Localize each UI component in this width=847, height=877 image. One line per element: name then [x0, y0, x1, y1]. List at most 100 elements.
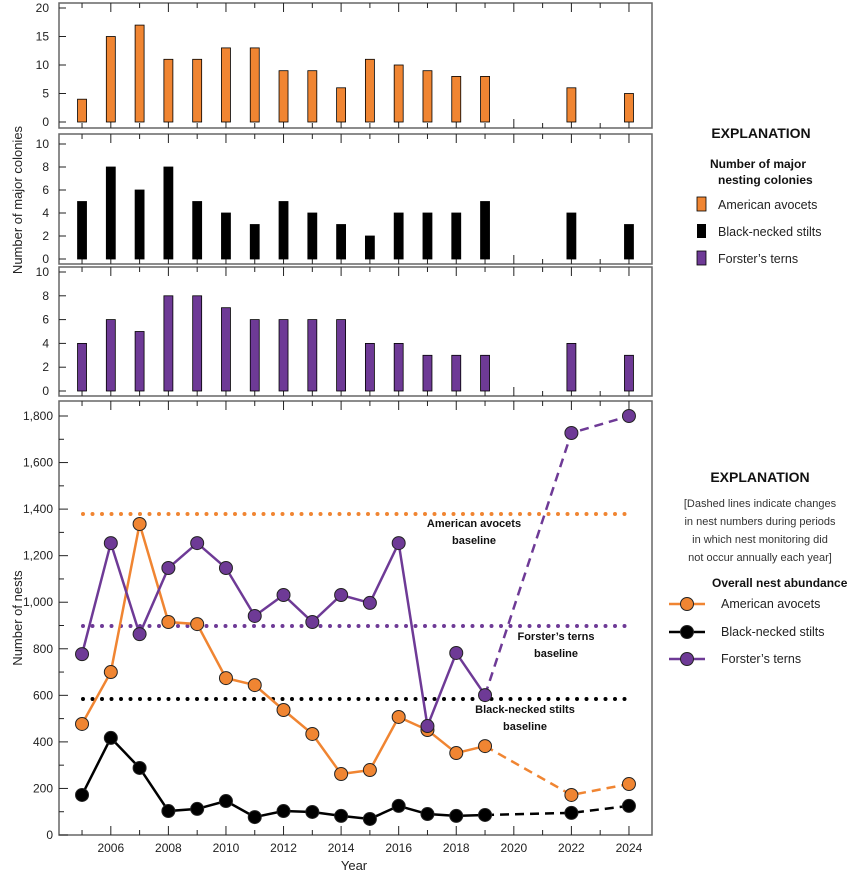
data-point-2011 [247, 810, 262, 825]
data-point-2007 [132, 627, 147, 642]
bar-2022 [566, 342, 577, 392]
legend-note: not occur annually each year] [688, 552, 832, 564]
series-dashed-line-0 [484, 744, 630, 797]
data-point-2007 [132, 517, 147, 532]
data-point-2018 [449, 808, 464, 823]
data-point-2017 [420, 807, 435, 822]
panel-frame [58, 400, 653, 836]
x-tick-label: 2016 [385, 841, 412, 855]
bar-2015 [364, 58, 375, 123]
y-tick-label: 800 [33, 642, 53, 656]
y-tick-label: 1,000 [23, 595, 53, 609]
bar-2017 [422, 212, 433, 260]
bar-2006 [105, 166, 116, 260]
bar-2013 [307, 70, 318, 123]
y-tick-label: 0 [42, 384, 49, 398]
bar-2014 [336, 319, 347, 392]
data-point-2015 [362, 595, 377, 610]
data-point-2014 [334, 767, 349, 782]
data-point-2013 [305, 726, 320, 741]
bar-2011 [249, 319, 260, 392]
bar-2024 [624, 354, 634, 392]
data-point-2019 [478, 688, 493, 703]
data-point-2014 [334, 808, 349, 823]
bar-2009 [192, 295, 203, 392]
data-point-2009 [190, 617, 205, 632]
data-point-2022 [564, 805, 579, 820]
data-point-2007 [132, 760, 147, 775]
data-point-2005 [75, 647, 90, 662]
y-tick-label: 4 [42, 206, 49, 220]
legend-label: American avocets [721, 597, 820, 611]
y-tick-label: 200 [33, 781, 53, 795]
bar-2015 [364, 342, 375, 392]
legend-marker-icon [680, 652, 694, 666]
data-point-2018 [449, 645, 464, 660]
bar-2018 [451, 212, 462, 260]
bar-2016 [393, 64, 404, 123]
bar-2022 [566, 212, 577, 260]
bar-2015 [364, 235, 375, 260]
panel-frame [58, 133, 653, 265]
y-tick-label: 0 [42, 115, 49, 129]
legend-top-subtitle: Number of major [710, 157, 806, 171]
legend-label: Forster’s terns [721, 652, 801, 666]
data-point-2015 [362, 811, 377, 826]
legend-label: Black-necked stilts [721, 625, 825, 639]
data-point-2016 [391, 798, 406, 813]
x-tick-label: 2006 [97, 841, 124, 855]
bar-2022 [566, 87, 577, 123]
legend-marker-icon [680, 597, 694, 611]
data-point-2005 [75, 787, 90, 802]
legend-top: EXPLANATION Number of major nesting colo… [696, 125, 822, 266]
y-tick-label: 2 [42, 360, 49, 374]
legend-label: Forster’s terns [718, 252, 798, 266]
bar-2008 [163, 58, 174, 123]
bar-2007 [134, 24, 145, 123]
bar-2005 [77, 201, 87, 260]
x-axis-label: Year [341, 858, 368, 873]
y-tick-label: 0 [46, 828, 53, 842]
data-point-2016 [391, 536, 406, 551]
data-point-2012 [276, 588, 291, 603]
x-tick-label: 2022 [558, 841, 585, 855]
bar-2007 [134, 189, 145, 260]
y-tick-label: 15 [36, 30, 50, 44]
y-tick-label: 1,600 [23, 456, 53, 470]
data-point-2009 [190, 536, 205, 551]
bar-2008 [163, 166, 174, 260]
data-point-2024 [621, 777, 636, 792]
x-tick-label: 2012 [270, 841, 297, 855]
x-tick-label: 2020 [500, 841, 527, 855]
legend-bottom-title: EXPLANATION [710, 469, 809, 485]
y-tick-label: 1,200 [23, 549, 53, 563]
data-point-2008 [161, 804, 176, 819]
y-tick-label: 6 [42, 313, 49, 327]
data-point-2019 [478, 807, 493, 822]
legend-top-title: EXPLANATION [711, 125, 810, 141]
baseline-label: American avocets [427, 518, 521, 530]
y-tick-label: 20 [36, 1, 50, 15]
data-point-2012 [276, 702, 291, 717]
bar-2010 [221, 47, 231, 123]
y-tick-label: 8 [42, 289, 49, 303]
top-y-axis-label: Number of major colonies [10, 125, 25, 274]
legend-note: in which nest monitoring did [692, 534, 828, 546]
bar-2024 [624, 224, 634, 260]
y-tick-label: 8 [42, 160, 49, 174]
bar-2014 [336, 87, 347, 123]
bar-2013 [307, 319, 318, 392]
bar-2009 [192, 201, 203, 260]
legend-bottom: EXPLANATION [Dashed lines indicate chang… [669, 469, 847, 666]
bar-2007 [134, 331, 145, 392]
data-point-2015 [362, 763, 377, 778]
data-point-2010 [218, 671, 233, 686]
data-point-2008 [161, 561, 176, 576]
series-line-0 [80, 523, 486, 776]
panel-frame [58, 266, 653, 397]
y-tick-label: 400 [33, 735, 53, 749]
legend-marker-icon [680, 625, 694, 639]
legend-top-subtitle: nesting colonies [718, 173, 813, 187]
bar-2011 [249, 224, 260, 260]
y-tick-label: 2 [42, 229, 49, 243]
